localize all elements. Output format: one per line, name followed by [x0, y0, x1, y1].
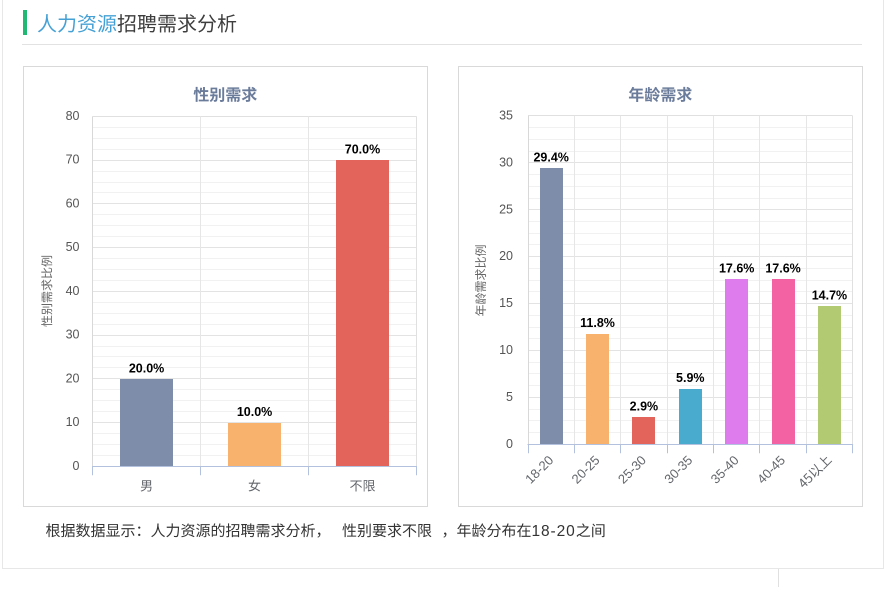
svg-text:25: 25 [499, 202, 513, 216]
svg-text:17.6%: 17.6% [765, 261, 800, 275]
svg-text:25-30: 25-30 [615, 453, 649, 487]
svg-text:30: 30 [499, 155, 513, 169]
svg-text:80: 80 [66, 109, 80, 123]
svg-text:11.8%: 11.8% [580, 316, 615, 330]
svg-text:0: 0 [73, 459, 80, 473]
svg-text:20.0%: 20.0% [129, 361, 164, 375]
svg-text:18-20: 18-20 [532, 523, 576, 540]
svg-text:15: 15 [499, 296, 513, 310]
svg-text:70: 70 [66, 153, 80, 167]
svg-text:50: 50 [66, 240, 80, 254]
svg-text:20: 20 [499, 249, 513, 263]
svg-text:5: 5 [506, 390, 513, 404]
svg-text:10: 10 [66, 415, 80, 429]
svg-text:20: 20 [66, 371, 80, 385]
svg-text:30: 30 [66, 328, 80, 342]
svg-text:40: 40 [66, 284, 80, 298]
svg-text:17.6%: 17.6% [719, 261, 754, 275]
svg-text:35-40: 35-40 [708, 453, 742, 487]
svg-text:29.4%: 29.4% [533, 151, 568, 165]
svg-text:30-35: 30-35 [661, 453, 695, 487]
svg-text:20-25: 20-25 [569, 453, 603, 487]
svg-text:40-45: 40-45 [754, 453, 788, 487]
svg-text:60: 60 [66, 196, 80, 210]
svg-text:14.7%: 14.7% [812, 289, 847, 303]
svg-text:70.0%: 70.0% [345, 143, 380, 157]
svg-text:0: 0 [506, 437, 513, 451]
svg-text:18-20: 18-20 [522, 453, 556, 487]
svg-text:5.9%: 5.9% [676, 371, 705, 385]
svg-text:35: 35 [499, 109, 513, 123]
svg-text:10.0%: 10.0% [237, 405, 272, 419]
svg-text:2.9%: 2.9% [630, 399, 659, 413]
svg-text:10: 10 [499, 343, 513, 357]
